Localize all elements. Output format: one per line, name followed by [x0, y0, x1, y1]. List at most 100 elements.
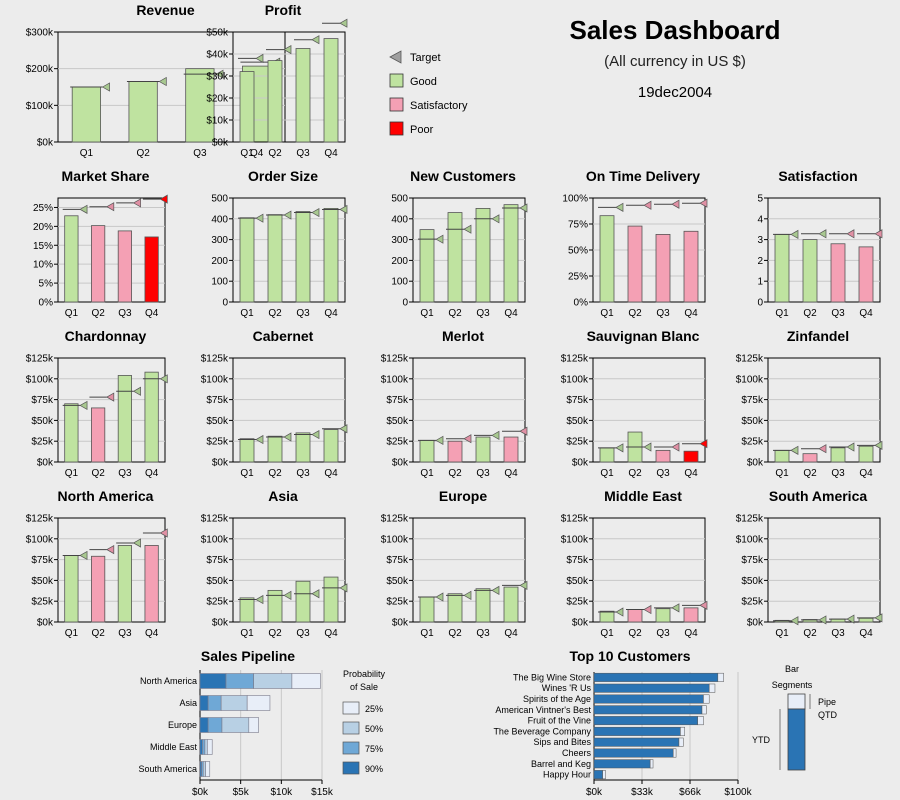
pipeline-segment — [199, 673, 227, 689]
legend-title: Probability — [343, 669, 386, 679]
y-tick-label: 100 — [391, 277, 408, 288]
y-tick-label: 25% — [568, 272, 588, 283]
bar-q3 — [655, 233, 671, 303]
plot-frame — [592, 357, 706, 463]
x-tick-label: Q3 — [476, 628, 490, 639]
target-marker — [874, 613, 883, 623]
bar-q3 — [475, 588, 491, 623]
y-tick-label: $25k — [386, 597, 409, 608]
pipeline-segment — [220, 695, 248, 711]
plot-frame — [412, 357, 526, 463]
customer-label: Cheers — [562, 748, 592, 758]
y-tick-label: 15% — [33, 241, 53, 252]
y-tick-label: $50k — [206, 576, 229, 587]
order-size-chart: Order Size 0 100 200 300 400 500 Q1 Q2 Q3 Q4 — [211, 168, 348, 319]
bar-q3 — [475, 436, 491, 463]
plot-frame — [767, 517, 881, 623]
y-tick-label: $200k — [26, 64, 54, 75]
customer-qtd-bar — [593, 759, 651, 769]
charts-layer: Revenue $0k $100k $200k $300k Q1 Q2 Q3 Q4 Profit $… — [26, 2, 883, 798]
pipeline-segment — [221, 717, 250, 733]
y-tick-label: 100 — [211, 277, 228, 288]
y-tick-label: 10% — [33, 260, 53, 271]
bar-q4 — [858, 246, 874, 303]
pipeline-segment — [202, 739, 206, 755]
customer-qtd-bar — [593, 748, 674, 758]
customer-label: Sips and Bites — [533, 737, 591, 747]
x-tick-label: Q3 — [656, 308, 670, 319]
customer-qtd-bar — [593, 683, 710, 693]
bar-q4 — [144, 236, 159, 303]
x-tick-label: Q4 — [145, 628, 159, 639]
target-marker — [790, 616, 799, 626]
bar-q3 — [655, 449, 671, 463]
bar-q4 — [683, 450, 699, 463]
legend-pipe-label: Pipe — [818, 697, 836, 707]
y-tick-label: $0k — [37, 618, 54, 629]
target-marker — [818, 615, 827, 625]
chart-title: Sales Pipeline — [201, 648, 295, 664]
target-marker — [818, 229, 827, 239]
bar-q1 — [64, 215, 79, 303]
x-tick-label: Q2 — [268, 468, 282, 479]
x-tick-label: Q1 — [65, 628, 79, 639]
target-marker — [463, 590, 472, 600]
y-tick-label: $0k — [392, 458, 409, 469]
x-tick-label: Q3 — [296, 308, 310, 319]
y-tick-label: 500 — [391, 194, 408, 205]
y-tick-label: $50k — [566, 416, 589, 427]
chart-title: Sauvignan Blanc — [587, 328, 700, 344]
x-tick-label: Q2 — [628, 468, 642, 479]
legend-swatch — [342, 701, 360, 715]
bar-q3 — [295, 211, 311, 303]
x-tick-label: Q4 — [324, 308, 338, 319]
pipeline-segment — [205, 761, 211, 777]
y-tick-label: $75k — [741, 395, 764, 406]
customer-label: Spirits of the Age — [523, 694, 591, 704]
y-tick-label: $75k — [566, 555, 589, 566]
target-marker — [671, 199, 680, 209]
x-tick-label: Q4 — [324, 468, 338, 479]
bar-q1 — [774, 233, 790, 303]
north-america-chart: North America $0k $25k $50k $75k $100k $125k Q1… — [26, 488, 168, 639]
customer-pipe-bar — [649, 759, 654, 769]
customer-qtd-bar — [593, 705, 703, 715]
target-marker — [846, 614, 855, 624]
customer-qtd-bar — [593, 672, 719, 682]
legend-good-label: Good — [410, 76, 437, 88]
x-tick-label: Q1 — [775, 308, 789, 319]
x-tick-label: Q3 — [296, 148, 310, 159]
y-tick-label: 2 — [757, 256, 763, 267]
bar-q1 — [64, 555, 79, 623]
y-tick-label: $125k — [736, 514, 764, 525]
target-marker — [818, 444, 827, 454]
y-tick-label: $125k — [736, 354, 764, 365]
y-tick-label: $75k — [206, 395, 229, 406]
y-tick-label: $75k — [566, 395, 589, 406]
bar-q3 — [295, 432, 311, 463]
merlot-chart: Merlot $0k $25k $50k $75k $100k $125k Q1 Q2 Q3 Q4 — [381, 328, 528, 479]
bar-q2 — [91, 225, 106, 303]
plot-frame — [57, 517, 166, 623]
category-label: South America — [138, 764, 197, 774]
target-marker — [311, 207, 320, 218]
customer-label: American Vintner's Best — [495, 705, 591, 715]
category-label: North America — [140, 676, 197, 686]
x-tick-label: Q1 — [240, 628, 254, 639]
asia-chart: Asia $0k $25k $50k $75k $100k $125k Q1 Q2 Q3 Q4 — [201, 488, 348, 639]
y-tick-label: 0% — [39, 298, 54, 309]
x-tick-label: Q2 — [628, 628, 642, 639]
y-tick-label: $25k — [566, 437, 589, 448]
target-marker — [463, 434, 472, 444]
y-tick-label: $50k — [741, 416, 764, 427]
bar-q3 — [295, 48, 311, 143]
y-tick-label: $125k — [561, 514, 589, 525]
bar-q3 — [655, 608, 671, 623]
y-tick-label: $100k — [26, 101, 54, 112]
customer-label: The Big Wine Store — [513, 672, 591, 682]
y-tick-label: $125k — [26, 354, 54, 365]
y-tick-label: $75k — [386, 555, 409, 566]
target-marker — [255, 213, 264, 223]
y-tick-label: 5 — [757, 194, 763, 205]
